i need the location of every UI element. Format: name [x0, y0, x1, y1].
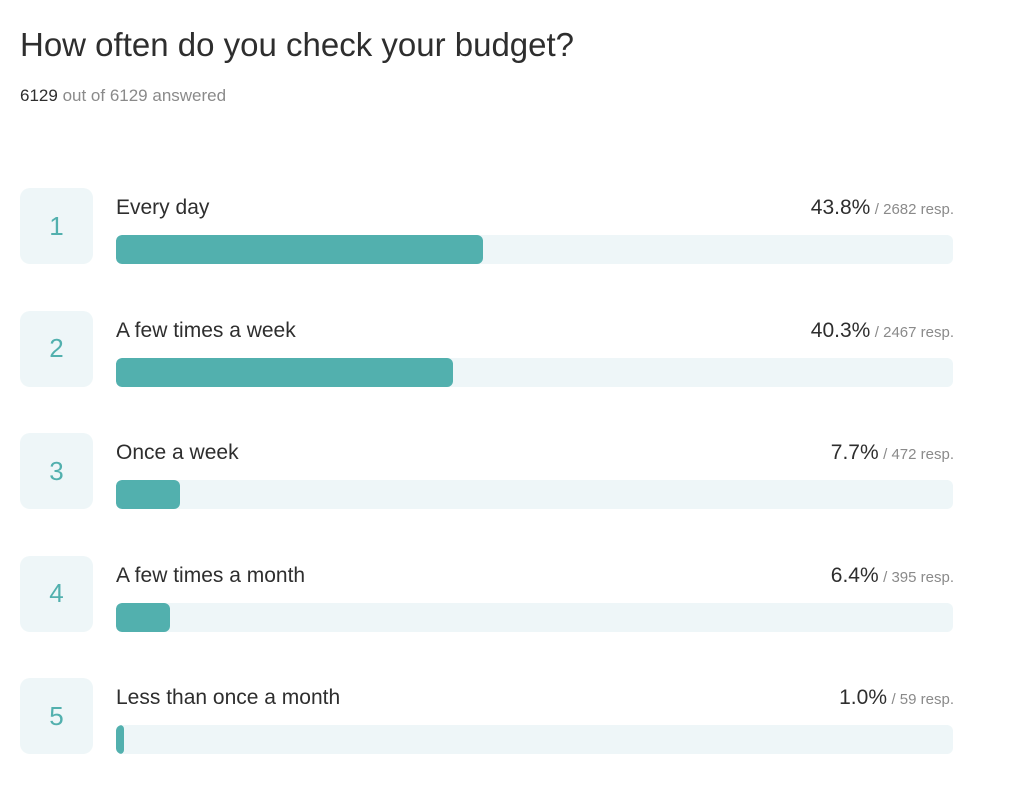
rank-badge: 1: [20, 188, 93, 264]
bar-track: [116, 725, 953, 754]
bar-fill: [116, 480, 181, 509]
option-label: A few times a week: [116, 318, 296, 342]
result-row: 1 Every day 43.8% / 2682 resp.: [20, 188, 954, 264]
result-stats: 6.4% / 395 resp.: [831, 564, 954, 588]
option-label: Every day: [116, 196, 210, 219]
result-row: 4 A few times a month 6.4% / 395 resp.: [20, 555, 954, 632]
rank-badge: 3: [20, 433, 93, 509]
percent-label: 43.8%: [810, 196, 871, 219]
response-count: / 59 resp.: [891, 691, 954, 708]
result-stats: 7.7% / 472 resp.: [831, 441, 954, 465]
option-label: Once a week: [116, 441, 239, 464]
question-title: How often do you check your budget?: [20, 26, 575, 63]
rank-badge: 4: [20, 555, 93, 632]
response-count: / 395 resp.: [883, 568, 954, 586]
bar-track: [116, 602, 953, 632]
result-stats: 43.8% / 2682 resp.: [811, 196, 954, 220]
answered-count: 6129: [20, 86, 58, 105]
bar-fill: [116, 357, 454, 387]
answered-summary: 6129 out of 6129 answered: [20, 86, 226, 106]
bar-track: [116, 235, 953, 264]
result-row: 3 Once a week 7.7% / 472 resp.: [20, 433, 954, 509]
bar-track: [116, 480, 953, 509]
percent-label: 6.4%: [830, 563, 879, 587]
answered-suffix: out of 6129 answered: [62, 86, 227, 105]
result-stats: 1.0% / 59 resp.: [839, 686, 954, 710]
bar-track: [116, 357, 953, 387]
bar-fill: [116, 235, 483, 264]
rank-badge: 5: [20, 678, 93, 754]
bar-fill: [116, 725, 125, 754]
result-row: 2 A few times a week 40.3% / 2467 resp.: [20, 310, 954, 387]
rank-badge: 2: [20, 310, 93, 387]
response-count: / 2467 resp.: [874, 323, 954, 341]
result-row: 5 Less than once a month 1.0% / 59 resp.: [20, 678, 954, 754]
percent-label: 1.0%: [839, 686, 887, 709]
option-label: A few times a month: [116, 563, 306, 587]
bar-fill: [116, 602, 170, 632]
percent-label: 40.3%: [810, 318, 871, 342]
response-count: / 472 resp.: [883, 446, 954, 463]
response-count: / 2682 resp.: [874, 201, 954, 218]
result-stats: 40.3% / 2467 resp.: [811, 319, 954, 343]
option-label: Less than once a month: [116, 686, 341, 709]
percent-label: 7.7%: [830, 441, 879, 464]
results-chart: 1 Every day 43.8% / 2682 resp. 2 A few t…: [20, 188, 954, 785]
